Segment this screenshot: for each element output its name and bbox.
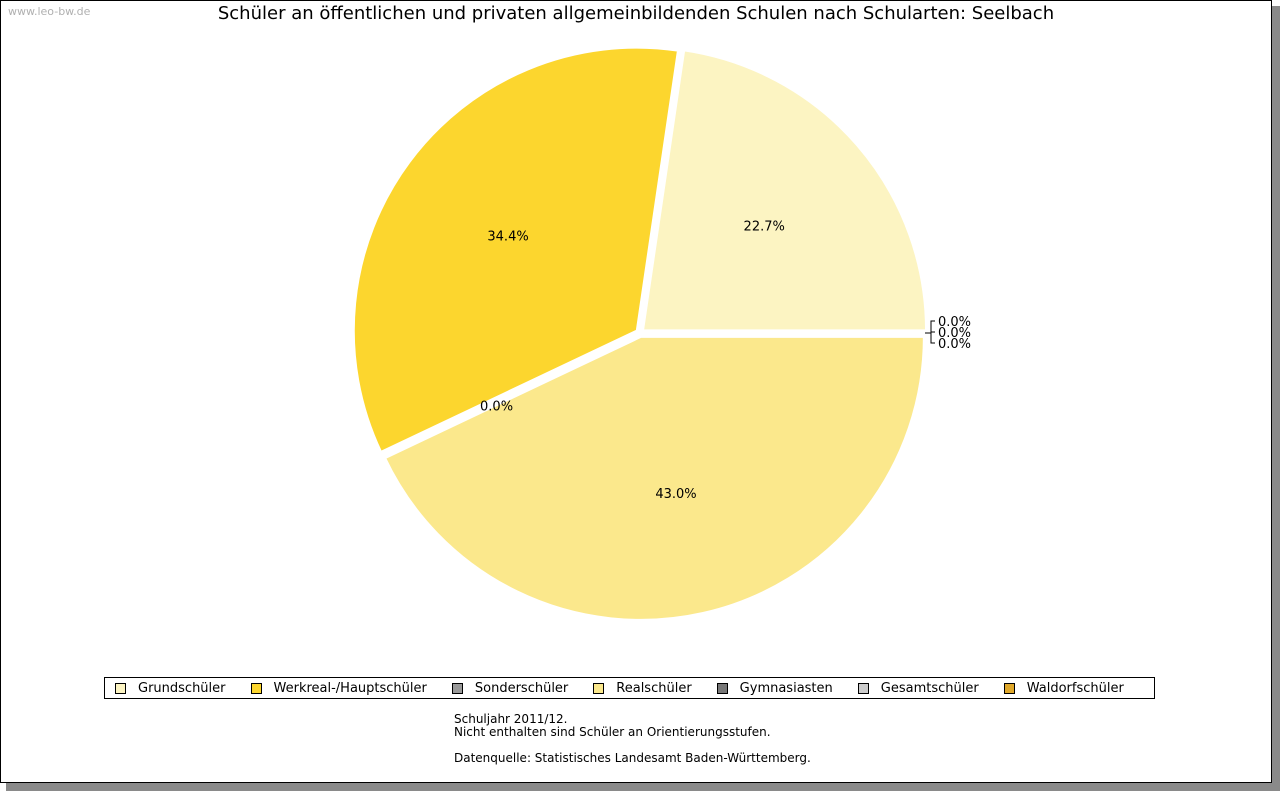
- frame-shadow-right: [1272, 6, 1280, 791]
- legend-swatch: [857, 682, 869, 694]
- pie-slice-werkreal-hauptsch-ler: [352, 46, 680, 454]
- legend-label: Grundschüler: [138, 680, 226, 696]
- slice-label-gesamtsch-ler: 0.0%: [938, 326, 971, 341]
- pie-slice-grundsch-ler: [641, 49, 928, 332]
- legend-label: Gymnasiasten: [739, 680, 833, 696]
- pie-slices: [352, 46, 928, 621]
- legend-item-realsch-ler: Realschüler: [593, 680, 692, 696]
- frame-shadow-bottom: [6, 783, 1280, 791]
- legend-swatch: [451, 682, 463, 694]
- note-school-year: Schuljahr 2011/12.: [454, 712, 568, 726]
- legend-item-werkreal-hauptsch-ler: Werkreal-/Hauptschüler: [250, 680, 427, 696]
- slice-label-waldorfsch-ler: 0.0%: [938, 337, 971, 352]
- watermark: www.leo-bw.de: [8, 5, 91, 18]
- note-exclusion: Nicht enthalten sind Schüler an Orientie…: [454, 725, 771, 739]
- legend-item-waldorfsch-ler: Waldorfschüler: [1003, 680, 1124, 696]
- note-source: Datenquelle: Statistisches Landesamt Bad…: [454, 751, 811, 765]
- legend-label: Werkreal-/Hauptschüler: [273, 680, 427, 696]
- legend: Grundschüler Werkreal-/Hauptschüler Sonder…: [104, 677, 1155, 699]
- legend-label: Realschüler: [616, 680, 692, 696]
- legend-label: Gesamtschüler: [880, 680, 979, 696]
- chart-title: Schüler an öffentlichen und privaten all…: [217, 3, 1055, 24]
- legend-item-grundsch-ler: Grundschüler: [115, 681, 226, 696]
- legend-item-gesamtsch-ler: Gesamtschüler: [857, 680, 979, 696]
- legend-label: Waldorfschüler: [1026, 680, 1124, 696]
- legend-swatch: [115, 682, 126, 694]
- leader-lines: [925, 320, 935, 344]
- legend-item-sondersch-ler: Sonderschüler: [451, 680, 569, 696]
- slice-label-gymnasiasten: 0.0%: [938, 315, 971, 330]
- slice-label-werkreal-hauptsch-ler: 34.4%: [487, 229, 528, 244]
- slice-labels: 22.7%34.4%43.0%0.0%0.0%0.0%0.0%: [480, 220, 971, 502]
- legend-item-gymnasiasten: Gymnasiasten: [716, 680, 833, 696]
- leader-line-waldorfsch-ler: [925, 332, 935, 344]
- legend-label: Sonderschüler: [474, 680, 569, 696]
- slice-label-sondersch-ler: 0.0%: [480, 400, 513, 415]
- pie-slice-realsch-ler: [383, 335, 925, 621]
- legend-swatch: [716, 682, 728, 694]
- footnotes: Schuljahr 2011/12. Nicht enthalten sind …: [454, 713, 811, 765]
- legend-swatch: [593, 682, 605, 694]
- legend-swatch: [250, 682, 262, 694]
- slice-label-realsch-ler: 43.0%: [655, 487, 696, 502]
- legend-swatch: [1003, 682, 1015, 694]
- slice-label-grundsch-ler: 22.7%: [744, 220, 785, 235]
